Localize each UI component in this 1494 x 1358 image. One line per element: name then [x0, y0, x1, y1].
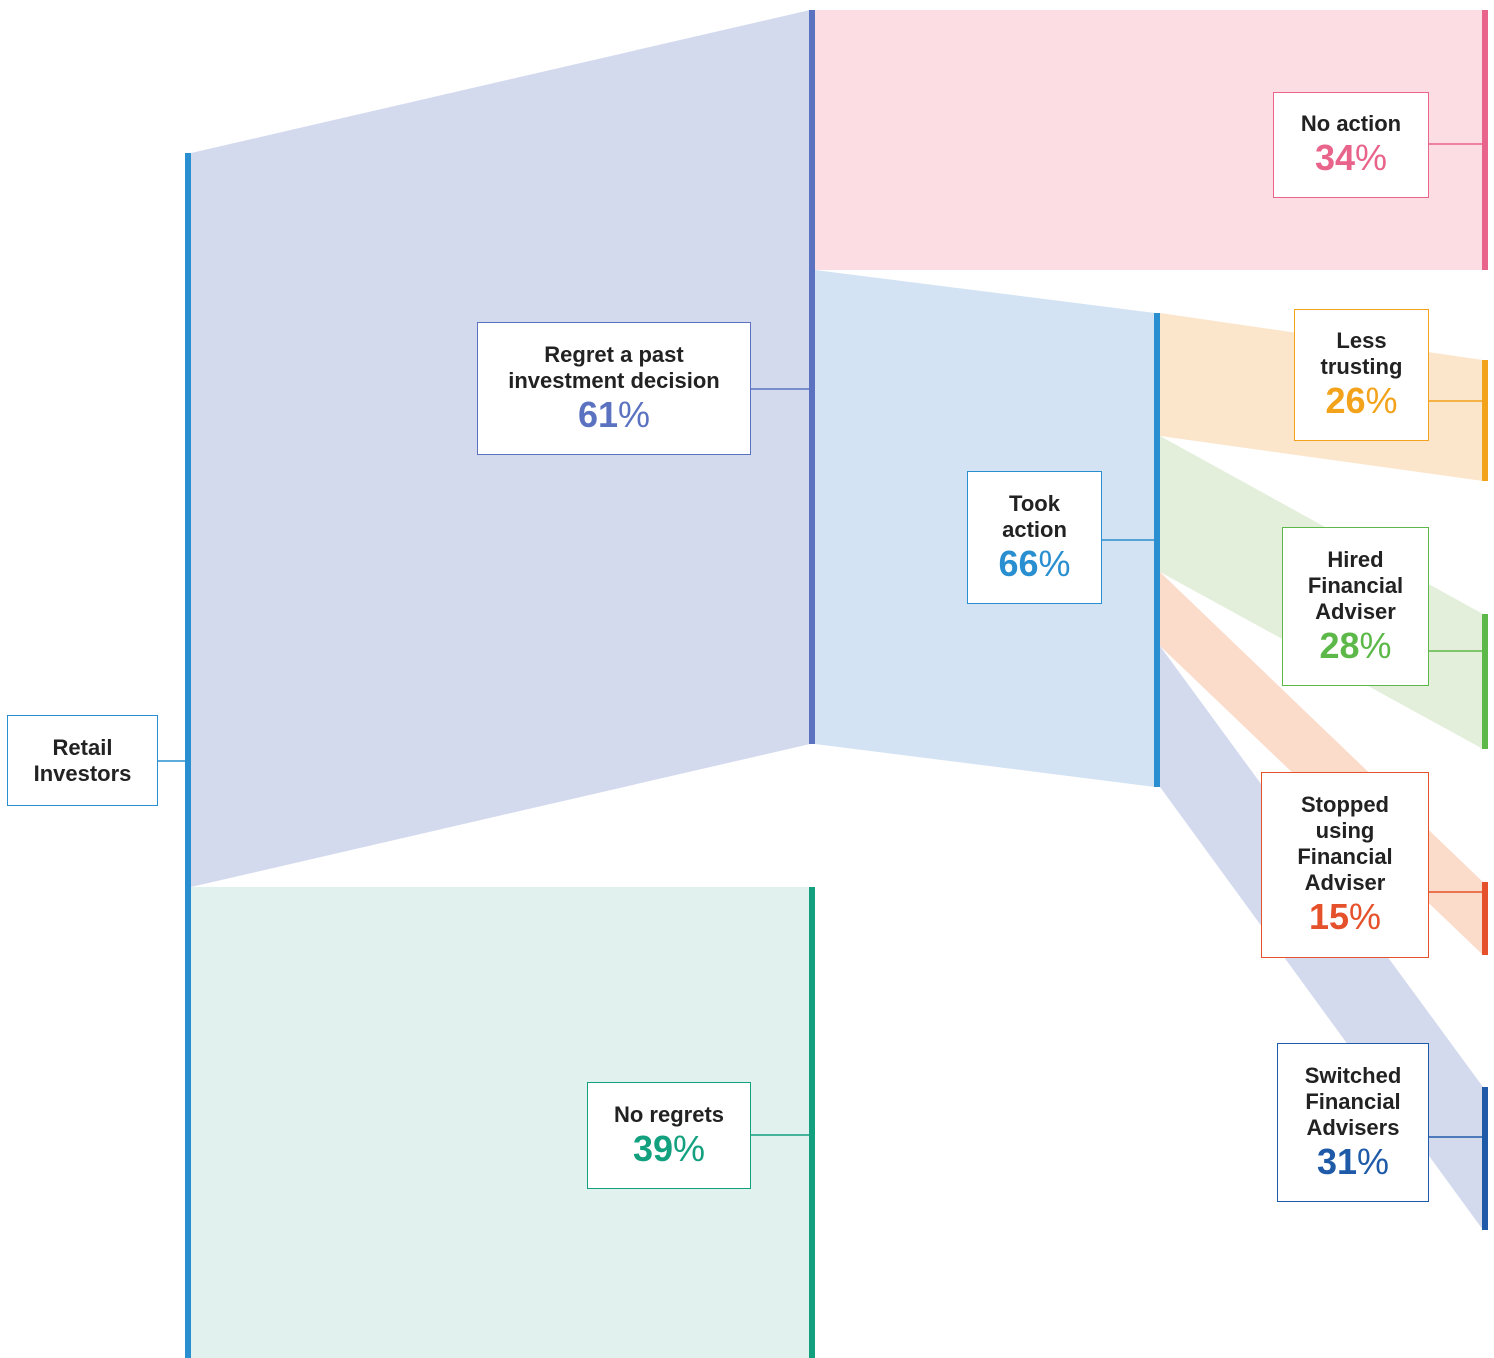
unit: % [1349, 896, 1382, 937]
label-line: Financial [1305, 1088, 1401, 1114]
value: 61 [577, 393, 619, 435]
label-line: Investors [33, 760, 132, 786]
label-line: No action [1300, 111, 1402, 136]
value: 39 [632, 1127, 674, 1169]
label-line: Retail [52, 734, 113, 760]
label-line: Stopped [1301, 792, 1389, 817]
node-bar [1482, 614, 1488, 749]
flow [191, 887, 810, 1358]
node-label: Switched Financial Advisers 31% [1277, 1043, 1429, 1202]
label-line: action [1002, 516, 1067, 542]
label-line: Regret a past [544, 341, 684, 367]
unit: % [1038, 542, 1071, 584]
percentage: 39% [633, 1128, 705, 1170]
node-label: Took action 66% [967, 471, 1102, 604]
node-bar [809, 10, 815, 744]
node-bar [185, 153, 191, 1358]
flow [815, 10, 1483, 270]
unit: % [1355, 137, 1388, 178]
label-line: trusting [1320, 354, 1403, 379]
value: 28 [1319, 624, 1360, 666]
unit: % [1359, 624, 1392, 666]
node-bar [1482, 882, 1488, 955]
node-label: No regrets 39% [587, 1082, 751, 1189]
label-line: Advisers [1306, 1114, 1400, 1140]
value: 66 [998, 542, 1039, 584]
label-line: No regrets [613, 1101, 725, 1127]
node-label: Hired Financial Adviser 28% [1282, 527, 1429, 686]
unit: % [1357, 1140, 1390, 1182]
label-line: Adviser [1315, 598, 1396, 624]
label-line: Adviser [1304, 870, 1386, 895]
unit: % [618, 393, 651, 435]
percentage: 26% [1325, 380, 1397, 422]
value: 26 [1325, 380, 1366, 421]
label-line: using [1315, 818, 1375, 843]
node-bar [1482, 360, 1488, 481]
node-label: No action 34% [1273, 92, 1429, 198]
percentage: 31% [1317, 1141, 1389, 1183]
label-line: Hired [1327, 546, 1384, 572]
node-bar [809, 887, 815, 1358]
node-bar [1482, 10, 1488, 270]
label-line: investment decision [508, 367, 720, 393]
node-bar [1154, 313, 1160, 787]
node-label: Stopped using Financial Adviser 15% [1261, 772, 1429, 958]
label-line: Took [1009, 490, 1060, 516]
value: 34 [1314, 137, 1356, 178]
label-line: Financial [1297, 844, 1393, 869]
label-line: Less [1336, 328, 1387, 353]
percentage: 61% [578, 394, 650, 436]
percentage: 66% [998, 543, 1070, 585]
node-label: Less trusting 26% [1294, 309, 1429, 441]
node-bar [1482, 1087, 1488, 1230]
percentage: 34% [1315, 137, 1387, 179]
unit: % [673, 1127, 706, 1169]
percentage: 28% [1319, 625, 1391, 667]
label-line: Switched [1304, 1062, 1402, 1088]
percentage: 15% [1309, 896, 1381, 938]
node-label: Retail Investors [7, 715, 158, 806]
unit: % [1365, 380, 1398, 421]
label-line: Financial [1307, 572, 1404, 598]
node-label: Regret a past investment decision 61% [477, 322, 751, 455]
value: 31 [1316, 1140, 1358, 1182]
value: 15 [1308, 896, 1350, 937]
